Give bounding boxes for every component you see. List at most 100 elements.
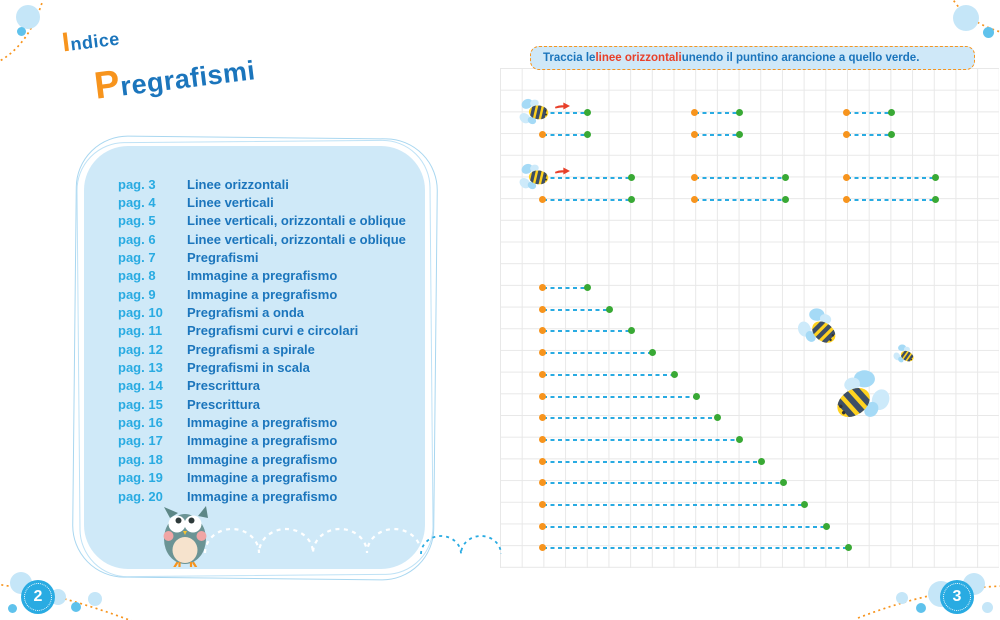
index-page-ref: pag. 11 bbox=[118, 323, 163, 339]
index-item-label: Immagine a pregrafismo bbox=[187, 470, 338, 486]
index-item-label: Immagine a pregrafismo bbox=[187, 433, 338, 449]
trace-line bbox=[539, 393, 700, 401]
index-row: pag. 6 Linee verticali, orizzontali e obl… bbox=[118, 230, 418, 248]
index-page-ref: pag. 9 bbox=[118, 286, 156, 302]
trace-line bbox=[843, 174, 939, 182]
index-item-label: Pregrafismi a onda bbox=[187, 305, 305, 321]
bee-icon bbox=[518, 97, 553, 126]
trace-line bbox=[543, 109, 591, 117]
trace-line bbox=[539, 458, 765, 466]
index-row: pag. 19 Immagine a pregrafismo bbox=[118, 469, 418, 487]
trace-line bbox=[539, 414, 721, 422]
end-dot-green bbox=[932, 174, 939, 182]
arrow-icon bbox=[555, 167, 570, 175]
owl-icon bbox=[163, 506, 208, 567]
index-item-label: Linee verticali bbox=[187, 195, 274, 211]
start-dot-orange bbox=[539, 458, 546, 466]
end-dot-green bbox=[628, 196, 635, 204]
exercise-grid bbox=[500, 68, 999, 568]
instruction-suffix: unendo il puntino arancione a quello ver… bbox=[681, 52, 920, 64]
end-dot-green bbox=[693, 393, 700, 401]
end-dot-green bbox=[736, 436, 743, 444]
start-dot-orange bbox=[691, 109, 698, 117]
index-item-label: Pregrafismi bbox=[187, 250, 259, 266]
trace-line bbox=[539, 371, 678, 379]
index-row: pag. 4 Linee verticali bbox=[118, 193, 418, 211]
start-dot-orange bbox=[539, 501, 546, 509]
end-dot-green bbox=[845, 544, 852, 552]
start-dot-orange bbox=[539, 479, 546, 487]
index-item-label: Linee verticali, orizzontali e oblique bbox=[187, 231, 406, 247]
index-page-ref: pag. 15 bbox=[118, 396, 163, 412]
index-page-ref: pag. 10 bbox=[118, 305, 163, 321]
index-page-ref: pag. 6 bbox=[118, 231, 156, 247]
end-dot-green bbox=[584, 131, 591, 139]
trace-line bbox=[539, 479, 787, 487]
index-page-ref: pag. 19 bbox=[118, 470, 163, 486]
index-row: pag. 18 Immagine a pregrafismo bbox=[118, 450, 418, 468]
start-dot-orange bbox=[691, 174, 698, 182]
start-dot-orange bbox=[539, 284, 546, 292]
trace-line bbox=[691, 109, 743, 117]
index-row: pag. 12 Pregrafismi a spirale bbox=[118, 340, 418, 358]
index-page-ref: pag. 14 bbox=[118, 378, 163, 394]
start-dot-orange bbox=[539, 327, 546, 335]
start-dot-orange bbox=[843, 109, 850, 117]
end-dot-green bbox=[736, 109, 743, 117]
trace-line bbox=[539, 523, 830, 531]
index-item-label: Prescrittura bbox=[187, 396, 260, 412]
start-dot-orange bbox=[843, 196, 850, 204]
index-item-label: Immagine a pregrafismo bbox=[187, 415, 338, 431]
bee-icon bbox=[891, 342, 919, 368]
index-row: pag. 11 Pregrafismi curvi e circolari bbox=[118, 322, 418, 340]
index-row: pag. 10 Pregrafismi a onda bbox=[118, 303, 418, 321]
index-row: pag. 9 Immagine a pregrafismo bbox=[118, 285, 418, 303]
index-row: pag. 16 Immagine a pregrafismo bbox=[118, 413, 418, 431]
end-dot-green bbox=[801, 501, 808, 509]
trace-line bbox=[691, 131, 743, 139]
index-page-ref: pag. 17 bbox=[118, 433, 163, 449]
bee-icon bbox=[518, 162, 553, 191]
index-row: pag. 5 Linee verticali, orizzontali e obl… bbox=[118, 212, 418, 230]
index-item-label: Prescrittura bbox=[187, 378, 260, 394]
index-list: pag. 3 Linee orizzontali pag. 4 Linee verti… bbox=[118, 175, 418, 505]
start-dot-orange bbox=[691, 196, 698, 204]
trace-line bbox=[843, 109, 895, 117]
index-item-label: Immagine a pregrafismo bbox=[187, 268, 338, 284]
instruction-prefix: Traccia le bbox=[543, 52, 596, 64]
start-dot-orange bbox=[843, 174, 850, 182]
index-row: pag. 7 Pregrafismi bbox=[118, 248, 418, 266]
end-dot-green bbox=[823, 523, 830, 531]
end-dot-green bbox=[782, 174, 789, 182]
end-dot-green bbox=[782, 196, 789, 204]
end-dot-green bbox=[606, 306, 613, 314]
index-row: pag. 15 Prescrittura bbox=[118, 395, 418, 413]
index-item-label: Pregrafismi in scala bbox=[187, 360, 310, 376]
index-row: pag. 17 Immagine a pregrafismo bbox=[118, 432, 418, 450]
bee-icon bbox=[822, 363, 897, 435]
index-item-label: Pregrafismi curvi e circolari bbox=[187, 323, 359, 339]
start-dot-orange bbox=[539, 436, 546, 444]
instruction-highlight: linee orizzontali bbox=[595, 52, 682, 64]
end-dot-green bbox=[932, 196, 939, 204]
index-panel bbox=[84, 146, 425, 569]
start-dot-orange bbox=[539, 544, 546, 552]
index-row: pag. 8 Immagine a pregrafismo bbox=[118, 267, 418, 285]
index-page-ref: pag. 7 bbox=[118, 250, 156, 266]
trace-line bbox=[539, 501, 808, 509]
start-dot-orange bbox=[539, 523, 546, 531]
end-dot-green bbox=[584, 284, 591, 292]
index-item-label: Linee orizzontali bbox=[187, 176, 289, 192]
start-dot-orange bbox=[843, 131, 850, 139]
end-dot-green bbox=[714, 414, 721, 422]
index-row: pag. 20 Immagine a pregrafismo bbox=[118, 487, 418, 505]
index-page-ref: pag. 8 bbox=[118, 268, 156, 284]
trace-line bbox=[539, 436, 743, 444]
end-dot-green bbox=[649, 349, 656, 357]
index-row: pag. 13 Pregrafismi in scala bbox=[118, 358, 418, 376]
end-dot-green bbox=[584, 109, 591, 117]
trace-line bbox=[691, 196, 789, 204]
index-row: pag. 3 Linee orizzontali bbox=[118, 175, 418, 193]
